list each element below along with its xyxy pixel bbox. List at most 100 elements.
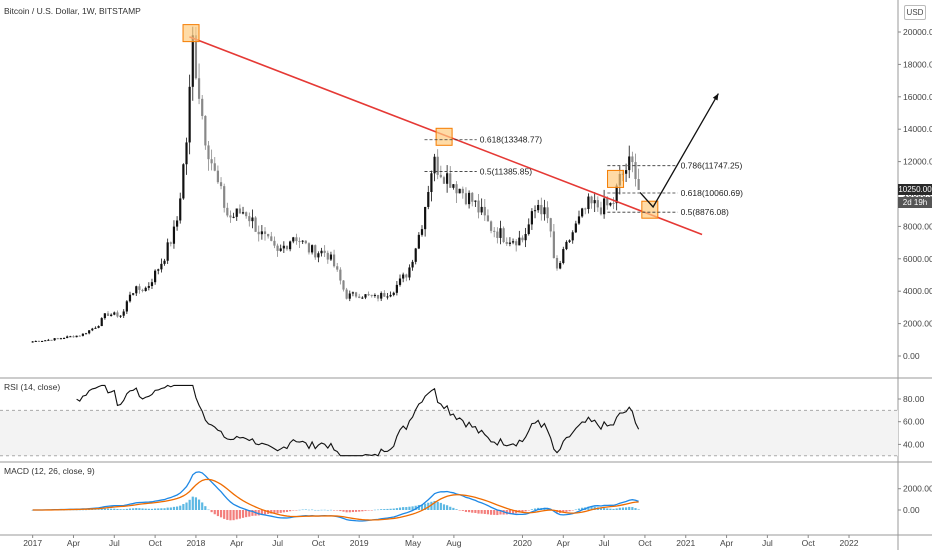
- macd-histogram-bar: [122, 509, 125, 510]
- candle-body: [326, 252, 329, 260]
- candle-body: [91, 328, 94, 331]
- candle-body: [427, 192, 430, 207]
- rsi-tick-label: 80.00: [903, 394, 925, 404]
- candle-body: [88, 330, 91, 334]
- currency-button[interactable]: USD: [904, 5, 926, 20]
- candle-body: [122, 311, 125, 316]
- candle-body: [364, 294, 367, 298]
- macd-title: MACD (12, 26, close, 9): [4, 466, 95, 476]
- x-tick-label: Aug: [446, 538, 461, 548]
- macd-histogram-bar: [376, 509, 380, 511]
- candle-body: [420, 229, 424, 235]
- candle-body: [361, 297, 364, 299]
- macd-histogram-bar: [361, 510, 364, 512]
- candle-body: [533, 210, 537, 212]
- candle-body: [446, 173, 449, 184]
- candle-body: [44, 340, 47, 342]
- macd-histogram-bar: [590, 506, 593, 510]
- candle-body: [562, 249, 565, 264]
- macd-histogram-bar: [273, 510, 276, 514]
- candle-body: [238, 208, 241, 214]
- macd-histogram-bar: [223, 510, 226, 519]
- candle-body: [455, 184, 458, 194]
- candle-body: [370, 294, 373, 296]
- candle-body: [574, 223, 577, 233]
- candle-body: [471, 192, 474, 202]
- highlight-box: [435, 127, 453, 146]
- macd-histogram-bar: [326, 509, 329, 511]
- macd-histogram-bar: [295, 510, 298, 511]
- candle-body: [395, 284, 398, 293]
- macd-histogram-bar: [634, 508, 637, 510]
- candle-body: [317, 253, 320, 258]
- candle-body: [345, 289, 348, 299]
- candle-body: [307, 243, 311, 253]
- macd-histogram-bar: [339, 510, 342, 512]
- x-tick-label: Jul: [599, 538, 610, 548]
- macd-histogram-bar: [533, 508, 537, 510]
- x-tick-label: 2020: [513, 538, 532, 548]
- macd-histogram-bar: [364, 510, 367, 511]
- candle-body: [496, 231, 499, 238]
- candle-body: [439, 174, 442, 178]
- candle-body: [169, 242, 172, 244]
- candle-body: [524, 234, 527, 241]
- macd-histogram-bar: [182, 504, 185, 510]
- candle-body: [367, 294, 370, 296]
- candle-body: [624, 170, 628, 174]
- x-tick-label: Apr: [720, 538, 733, 548]
- macd-histogram-bar: [624, 507, 628, 510]
- macd-histogram-bar: [144, 508, 147, 510]
- candle-body: [486, 215, 490, 222]
- macd-histogram-bar: [166, 507, 169, 510]
- signal-line: [32, 478, 639, 521]
- y-tick-label: 0.00: [903, 351, 920, 361]
- candle-body: [69, 336, 72, 338]
- macd-histogram-bar: [301, 509, 304, 511]
- candle-body: [483, 206, 486, 216]
- candle-body: [505, 242, 508, 244]
- candle-body: [194, 35, 198, 79]
- candle-body: [226, 207, 229, 216]
- candle-body: [449, 173, 452, 188]
- macd-histogram-bar: [154, 508, 157, 510]
- candle-body: [185, 142, 188, 165]
- arrow-head: [712, 93, 719, 101]
- candle-body: [577, 216, 581, 224]
- candle-body: [499, 228, 502, 238]
- candle-body: [480, 206, 483, 213]
- candle-body: [590, 196, 593, 204]
- candle-body: [587, 196, 590, 210]
- macd-histogram-bar: [389, 508, 392, 510]
- candle-body: [549, 218, 552, 232]
- macd-histogram-bar: [483, 510, 486, 514]
- macd-histogram-bar: [565, 510, 568, 512]
- candle-body: [201, 98, 204, 116]
- highlight-box: [182, 24, 200, 43]
- macd-histogram-bar: [398, 507, 402, 510]
- macd-histogram-bar: [172, 506, 176, 510]
- macd-histogram-bar: [568, 510, 571, 512]
- candle-body: [304, 240, 307, 244]
- macd-histogram-bar: [511, 510, 515, 514]
- candle-body: [172, 226, 176, 244]
- candle-body: [348, 293, 351, 299]
- macd-histogram-bar: [458, 510, 461, 511]
- y-tick-label: 4000.00: [903, 286, 932, 296]
- candle-body: [84, 333, 88, 335]
- candle-body: [417, 234, 420, 249]
- candle-body: [263, 231, 267, 234]
- macd-histogram-bar: [91, 509, 94, 510]
- macd-histogram-bar: [405, 507, 408, 510]
- candle-body: [110, 314, 113, 316]
- candle-body: [81, 333, 84, 336]
- candle-body: [430, 173, 433, 193]
- candle-body: [612, 202, 615, 204]
- candle-body: [197, 78, 201, 99]
- x-tick-label: Oct: [638, 538, 652, 548]
- macd-histogram-bar: [116, 508, 119, 510]
- candle-body: [311, 245, 314, 253]
- macd-histogram-bar: [257, 510, 260, 516]
- candle-body: [301, 240, 304, 242]
